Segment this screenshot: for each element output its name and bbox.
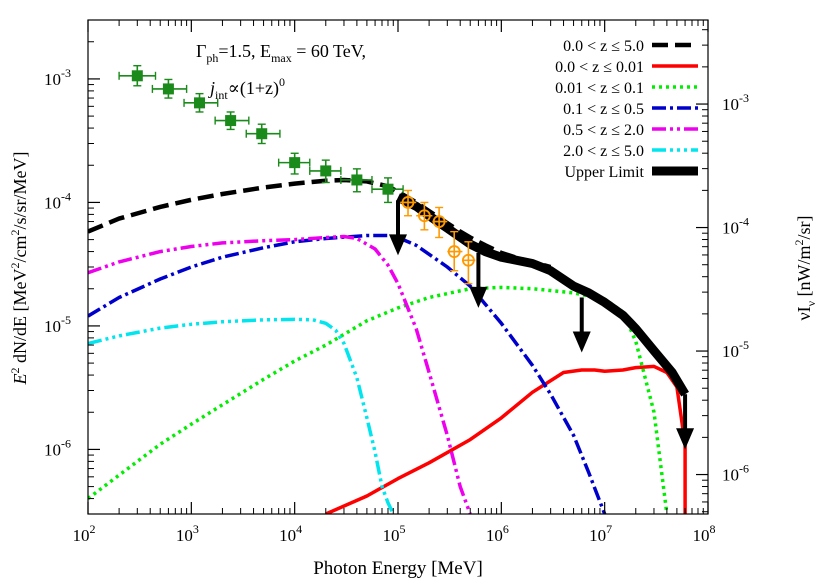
orange-data-point xyxy=(447,230,463,272)
green-data-point xyxy=(151,78,188,99)
upper-limit-arrow xyxy=(676,394,695,450)
legend-label: 0.5 < z ≤ 2.0 xyxy=(563,122,644,139)
y-tick-label: 10-5 xyxy=(44,313,71,336)
legend-item: 0.0 < z ≤ 0.01 xyxy=(555,59,698,76)
orange-data-point xyxy=(416,201,433,231)
legend-item: 0.1 < z ≤ 0.5 xyxy=(563,101,698,118)
series-layer xyxy=(88,177,695,514)
x-tick-label: 104 xyxy=(279,522,302,545)
data-points-layer xyxy=(118,64,476,285)
orange-data-point xyxy=(461,241,476,285)
upper-limit-arrow xyxy=(389,200,407,256)
y2-tick-label: 10-4 xyxy=(722,215,749,238)
orange-data-point xyxy=(432,206,448,239)
y2-tick-label: 10-3 xyxy=(722,91,749,114)
x-tick-label: 102 xyxy=(73,522,96,545)
legend-label: Upper Limit xyxy=(564,164,644,181)
green-data-point xyxy=(183,92,219,113)
legend-label: 0.0 < z ≤ 5.0 xyxy=(563,38,644,55)
annotation-line-1: Γph=1.5, Emax = 60 TeV, xyxy=(196,41,366,65)
series-line-3 xyxy=(88,233,607,514)
x-tick-label: 106 xyxy=(486,522,509,545)
green-data-point xyxy=(340,168,373,193)
upper-limit-arrow xyxy=(469,252,488,308)
y-axis-label: E2 dN/dE [MeV2/cm2/s/sr/MeV] xyxy=(8,152,30,386)
green-data-point xyxy=(371,177,404,204)
green-data-point xyxy=(118,64,157,87)
x-axis-label: Photon Energy [MeV] xyxy=(313,558,483,579)
axes-layer: 102 103 104 105 106 107 108 10-6 10-5 10-4 10-3 10-… xyxy=(44,19,749,545)
green-data-point xyxy=(309,159,342,184)
legend-item: 0.01 < z ≤ 0.1 xyxy=(555,80,698,97)
legend: 0.0 < z ≤ 5.0 0.0 < z ≤ 0.01 0.01 < z ≤ 0.… xyxy=(555,38,698,181)
legend-label: 0.01 < z ≤ 0.1 xyxy=(555,80,644,97)
series-line-5 xyxy=(88,317,395,514)
x-tick-label: 103 xyxy=(176,522,199,545)
y-tick-label: 10-3 xyxy=(44,66,71,89)
y2-axis-label: νIν [nW/m2/sr] xyxy=(792,215,818,320)
legend-label: 0.1 < z ≤ 0.5 xyxy=(563,101,644,118)
legend-label: 2.0 < z ≤ 5.0 xyxy=(563,143,644,160)
y2-tick-label: 10-6 xyxy=(722,462,749,485)
green-data-point xyxy=(214,111,250,131)
legend-label: 0.0 < z ≤ 0.01 xyxy=(555,59,644,76)
x-tick-label: 105 xyxy=(383,522,406,545)
legend-item: 0.5 < z ≤ 2.0 xyxy=(563,122,698,139)
series-line-2 xyxy=(88,285,669,514)
orange-data-point xyxy=(400,189,417,217)
green-data-point xyxy=(245,123,281,145)
legend-item: 2.0 < z ≤ 5.0 xyxy=(563,143,698,160)
y2-tick-label: 10-5 xyxy=(722,338,749,361)
y-tick-label: 10-4 xyxy=(44,189,71,212)
legend-item: 0.0 < z ≤ 5.0 xyxy=(563,38,698,55)
x-tick-label: 108 xyxy=(693,522,716,545)
upper-limit-arrow xyxy=(572,297,591,353)
series-line-6 xyxy=(396,193,689,397)
series-line-4 xyxy=(88,234,472,514)
y-tick-label: 10-6 xyxy=(44,436,71,459)
green-data-point xyxy=(277,152,311,175)
series-line-1 xyxy=(325,364,687,514)
x-tick-label: 107 xyxy=(589,522,612,545)
legend-item: Upper Limit xyxy=(564,164,698,181)
annotation-line-2: jint∝(1+z)0 xyxy=(208,75,285,102)
